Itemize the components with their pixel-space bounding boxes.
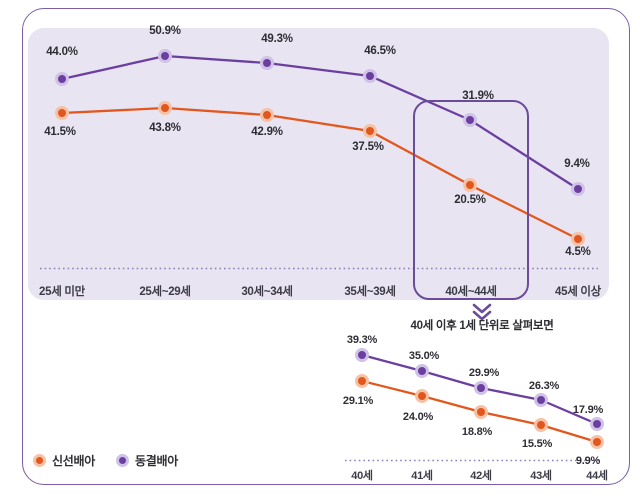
value-label-fresh-0: 41.5%: [44, 126, 76, 138]
main-chart-panel: [28, 28, 609, 300]
value-label-fresh-1: 43.8%: [149, 122, 181, 134]
sub-chart-title: 40세 이후 1세 단위로 살펴보면: [410, 320, 554, 332]
main-series-fresh-markers: [55, 101, 585, 246]
legend-item-frozen-embryo[interactable]: 동결배아: [115, 452, 178, 469]
value-label-frozen-0: 44.0%: [46, 46, 78, 58]
value-label-sub-fresh-2: 18.8%: [461, 426, 493, 438]
value-label-frozen-2: 49.3%: [261, 33, 293, 45]
age-40-44-highlight-box[interactable]: [413, 100, 529, 300]
main-series-frozen-line: [60, 54, 580, 191]
fresh-embryo-dot-icon: [33, 454, 46, 467]
value-label-sub-frozen-0: 39.3%: [346, 334, 378, 346]
frozen-embryo-dot-icon: [115, 454, 129, 467]
axis-label-main-0: 25세 미만: [39, 286, 85, 298]
value-label-sub-fresh-3: 15.5%: [521, 438, 553, 450]
figure-outer-border: [22, 8, 630, 485]
value-label-sub-fresh-1: 24.0%: [402, 411, 434, 423]
axis-label-main-4: 40세~44세: [445, 286, 497, 298]
legend-label-fresh-embryo: 신선배아: [52, 454, 95, 468]
value-label-fresh-2: 42.9%: [251, 126, 283, 138]
value-label-sub-frozen-1: 35.0%: [408, 350, 440, 362]
value-label-sub-frozen-4: 17.9%: [572, 404, 604, 416]
axis-label-main-2: 30세~34세: [241, 286, 293, 298]
value-label-fresh-3: 37.5%: [352, 141, 384, 153]
value-label-sub-fresh-0: 29.1%: [342, 395, 374, 407]
value-label-fresh-4: 20.5%: [454, 194, 486, 206]
axis-label-sub-2: 42세: [470, 470, 492, 482]
sub-series-fresh-markers: [355, 374, 604, 449]
value-label-sub-fresh-4: 9.9%: [575, 455, 601, 467]
main-series-frozen-markers: [55, 49, 585, 196]
legend-item-fresh-embryo[interactable]: 신선배아: [33, 452, 95, 469]
main-series-fresh-line: [60, 106, 580, 241]
value-label-frozen-4: 31.9%: [462, 90, 494, 102]
axis-label-sub-0: 40세: [351, 470, 373, 482]
chart-legend: 신선배아 동결배아: [33, 452, 178, 469]
double-chevron-down-icon: [472, 303, 492, 321]
sub-series-frozen-markers: [355, 348, 604, 431]
axis-label-main-5: 45세 이상: [555, 286, 601, 298]
value-label-frozen-1: 50.9%: [149, 25, 181, 37]
value-label-fresh-5: 4.5%: [565, 246, 591, 258]
value-label-sub-frozen-2: 29.9%: [468, 367, 500, 379]
axis-label-main-1: 25세~29세: [139, 286, 191, 298]
value-label-sub-frozen-3: 26.3%: [528, 380, 560, 392]
legend-label-frozen-embryo: 동결배아: [134, 454, 178, 468]
axis-label-sub-4: 44세: [586, 470, 608, 482]
axis-label-sub-3: 43세: [530, 470, 552, 482]
value-label-frozen-5: 9.4%: [564, 158, 590, 170]
value-label-frozen-3: 46.5%: [364, 45, 396, 57]
axis-label-main-3: 35세~39세: [344, 286, 396, 298]
axis-label-sub-1: 41세: [411, 470, 433, 482]
